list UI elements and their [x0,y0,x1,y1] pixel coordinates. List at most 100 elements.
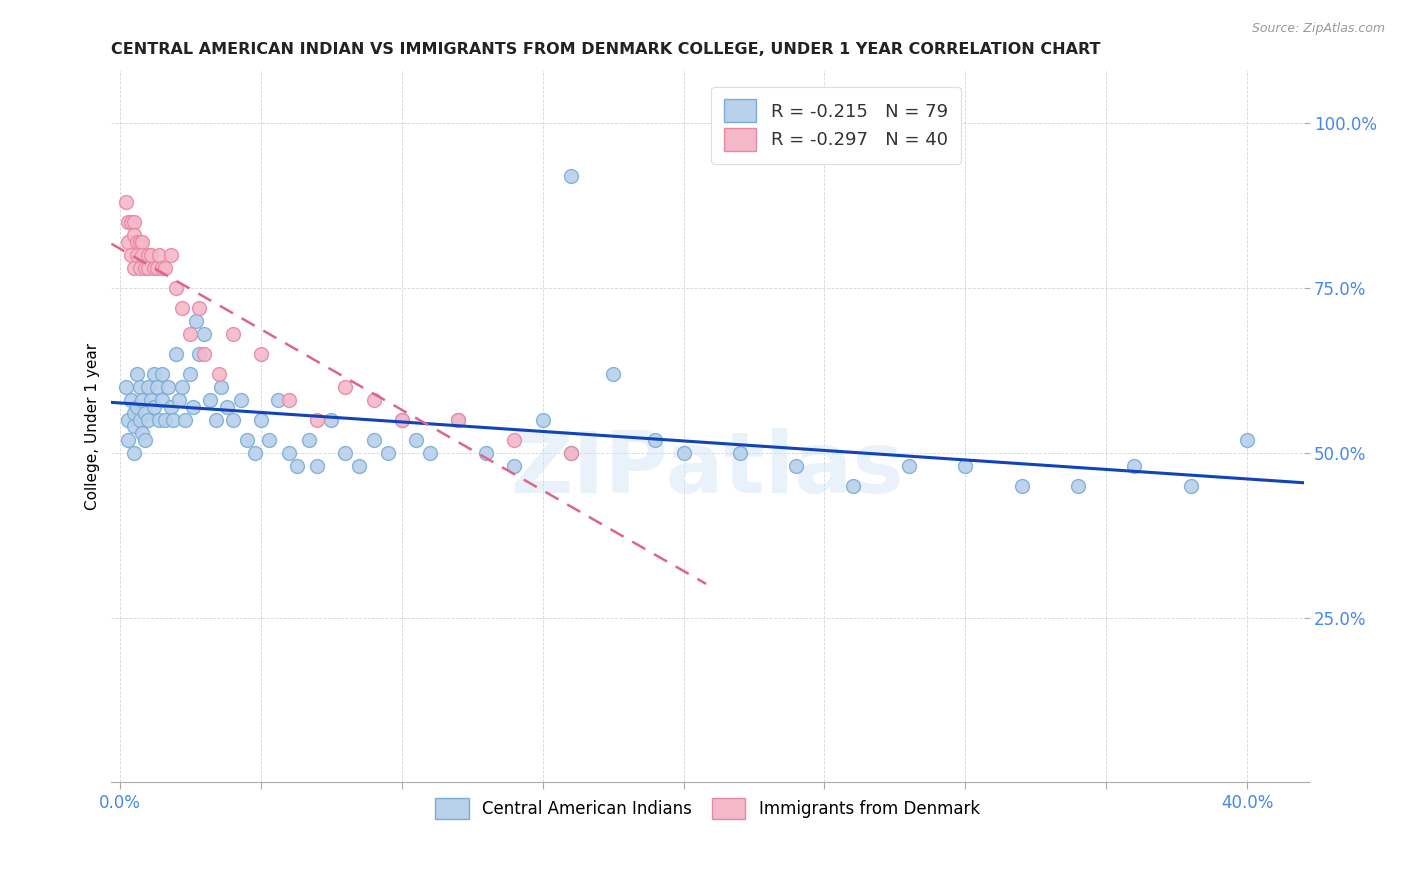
Point [150,392,173,407]
Point [120,248,142,262]
Point [156,380,179,394]
Point [335,446,357,460]
Point [136,261,159,276]
Point [159,400,181,414]
Point [136,380,159,394]
Text: Source: ZipAtlas.com: Source: ZipAtlas.com [1251,22,1385,36]
Point [125,235,148,249]
Point [122,446,145,460]
Point [122,228,145,243]
Point [117,235,139,249]
Point [193,327,215,342]
Y-axis label: College, Under 1 year: College, Under 1 year [86,343,100,510]
Point [503,433,526,447]
Point [148,248,170,262]
Point [560,169,582,183]
Point [560,446,582,460]
Point [162,413,184,427]
Point [1011,479,1033,493]
Point [1067,479,1090,493]
Text: ZIPatlas: ZIPatlas [510,427,904,510]
Point [179,367,201,381]
Point [377,446,399,460]
Point [142,367,165,381]
Point [125,248,148,262]
Point [447,413,470,427]
Point [131,425,153,440]
Point [207,367,229,381]
Point [167,392,190,407]
Point [503,458,526,473]
Point [128,235,150,249]
Point [145,380,167,394]
Legend: Central American Indians, Immigrants from Denmark: Central American Indians, Immigrants fro… [429,791,986,825]
Point [114,380,136,394]
Point [145,261,167,276]
Point [785,458,807,473]
Point [159,248,181,262]
Point [419,446,441,460]
Point [165,347,187,361]
Point [134,261,156,276]
Point [321,413,343,427]
Point [170,380,193,394]
Point [243,446,266,460]
Point [307,458,329,473]
Point [150,261,173,276]
Point [249,413,271,427]
Point [128,413,150,427]
Point [1123,458,1146,473]
Point [955,458,977,473]
Point [165,281,187,295]
Point [249,347,271,361]
Point [187,301,209,315]
Point [278,392,301,407]
Point [447,413,470,427]
Point [307,413,329,427]
Point [122,215,145,229]
Point [117,413,139,427]
Point [405,433,427,447]
Point [142,261,165,276]
Point [125,367,148,381]
Point [170,301,193,315]
Point [120,215,142,229]
Point [363,392,385,407]
Point [391,413,413,427]
Point [184,314,207,328]
Point [139,248,162,262]
Point [117,433,139,447]
Point [349,458,371,473]
Point [117,215,139,229]
Point [128,380,150,394]
Point [560,446,582,460]
Point [134,433,156,447]
Point [142,400,165,414]
Point [257,433,280,447]
Point [475,446,498,460]
Point [602,367,624,381]
Point [114,195,136,210]
Point [122,419,145,434]
Point [897,458,920,473]
Point [181,400,204,414]
Point [728,446,751,460]
Point [841,479,863,493]
Point [153,413,176,427]
Point [391,413,413,427]
Point [644,433,666,447]
Point [209,380,232,394]
Point [131,235,153,249]
Point [139,392,162,407]
Point [287,458,309,473]
Point [153,261,176,276]
Point [125,400,148,414]
Point [131,248,153,262]
Point [122,406,145,420]
Point [221,413,243,427]
Text: CENTRAL AMERICAN INDIAN VS IMMIGRANTS FROM DENMARK COLLEGE, UNDER 1 YEAR CORRELA: CENTRAL AMERICAN INDIAN VS IMMIGRANTS FR… [111,42,1101,57]
Point [136,413,159,427]
Point [221,327,243,342]
Point [198,392,221,407]
Point [136,248,159,262]
